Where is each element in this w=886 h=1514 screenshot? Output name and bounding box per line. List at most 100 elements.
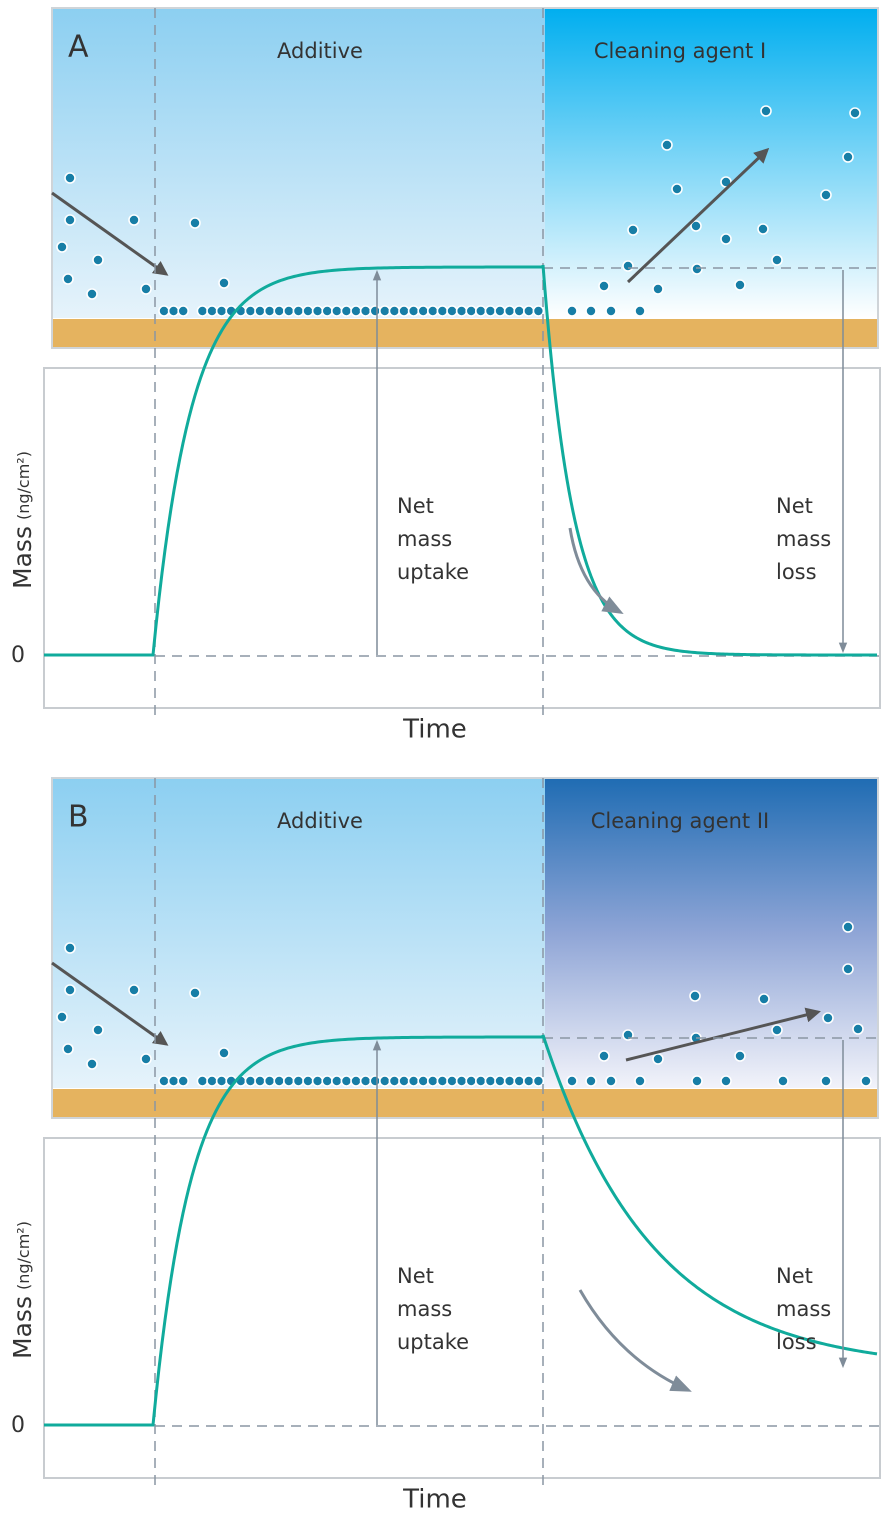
- molecule: [623, 261, 633, 271]
- molecule: [351, 1076, 361, 1086]
- molecule: [653, 284, 663, 294]
- molecule: [457, 306, 467, 316]
- molecule: [409, 306, 419, 316]
- molecule: [65, 985, 75, 995]
- molecule: [207, 1076, 217, 1086]
- molecule: [821, 1076, 831, 1086]
- molecule: [87, 289, 97, 299]
- molecule: [65, 943, 75, 953]
- molecule: [217, 1076, 227, 1086]
- y-label: Mass: [8, 1296, 37, 1359]
- molecule: [524, 306, 534, 316]
- molecule: [437, 1076, 447, 1086]
- y-unit: (ng/cm²): [14, 451, 33, 520]
- molecule: [361, 1076, 371, 1086]
- molecule: [524, 1076, 534, 1086]
- molecule: [57, 242, 67, 252]
- trend-arrow: [570, 528, 620, 612]
- molecule: [428, 1076, 438, 1086]
- molecule: [861, 1076, 871, 1086]
- zero-label: 0: [11, 643, 25, 668]
- molecule: [437, 306, 447, 316]
- phase-agent: Cleaning agent I: [594, 39, 766, 63]
- molecule: [447, 1076, 457, 1086]
- molecule: [735, 280, 745, 290]
- molecule: [274, 1076, 284, 1086]
- molecule: [759, 994, 769, 1004]
- molecule: [141, 1054, 151, 1064]
- x-axis-label: Time: [402, 1485, 467, 1514]
- molecule: [586, 1076, 596, 1086]
- phase-agent: Cleaning agent II: [591, 809, 769, 833]
- molecule: [141, 284, 151, 294]
- molecule: [853, 1024, 863, 1034]
- molecule: [606, 306, 616, 316]
- uptake-text: uptake: [397, 1330, 469, 1354]
- molecule: [418, 1076, 428, 1086]
- zero-label: 0: [11, 1413, 25, 1438]
- loss-text: mass: [776, 1297, 831, 1321]
- molecule: [178, 306, 188, 316]
- molecule: [772, 1025, 782, 1035]
- molecule: [361, 306, 371, 316]
- molecule: [332, 306, 342, 316]
- molecule: [265, 306, 275, 316]
- diagram: AAdditiveCleaning agent INetNetmassmassu…: [0, 0, 886, 1514]
- molecule: [63, 274, 73, 284]
- y-axis-label: Mass (ng/cm²): [8, 1221, 37, 1359]
- molecule: [399, 1076, 409, 1086]
- panel: BAdditiveCleaning agent IINetNetmassmass…: [8, 778, 880, 1514]
- molecule: [457, 1076, 467, 1086]
- y-axis-label: Mass (ng/cm²): [8, 451, 37, 589]
- molecule: [672, 184, 682, 194]
- molecule: [129, 985, 139, 995]
- molecule: [351, 306, 361, 316]
- molecule: [341, 1076, 351, 1086]
- molecule: [567, 306, 577, 316]
- molecule: [533, 1076, 543, 1086]
- molecule: [514, 1076, 524, 1086]
- y-unit: (ng/cm²): [14, 1221, 33, 1290]
- molecule: [190, 218, 200, 228]
- molecule: [265, 1076, 275, 1086]
- molecule: [850, 108, 860, 118]
- molecule: [284, 306, 294, 316]
- molecule: [843, 964, 853, 974]
- molecule: [821, 190, 831, 200]
- molecule: [690, 991, 700, 1001]
- molecule: [217, 306, 227, 316]
- molecule: [635, 306, 645, 316]
- molecule: [843, 152, 853, 162]
- y-label: Mass: [8, 526, 37, 589]
- molecule: [399, 306, 409, 316]
- molecule: [63, 1044, 73, 1054]
- molecule: [207, 306, 217, 316]
- molecule: [466, 1076, 476, 1086]
- loss-text: loss: [776, 560, 817, 584]
- molecule: [606, 1076, 616, 1086]
- molecule: [409, 1076, 419, 1086]
- molecule: [476, 306, 486, 316]
- molecule: [778, 1076, 788, 1086]
- molecule: [293, 306, 303, 316]
- molecule: [495, 306, 505, 316]
- molecule: [322, 1076, 332, 1086]
- molecule: [823, 1013, 833, 1023]
- trend-arrow: [580, 1290, 688, 1390]
- uptake-text: Net: [397, 494, 434, 518]
- molecule: [313, 1076, 323, 1086]
- molecule: [274, 306, 284, 316]
- uptake-text: mass: [397, 1297, 452, 1321]
- molecule: [721, 234, 731, 244]
- loss-text: loss: [776, 1330, 817, 1354]
- phase-additive: Additive: [277, 39, 363, 63]
- molecule: [505, 1076, 515, 1086]
- molecule: [129, 215, 139, 225]
- molecule: [255, 306, 265, 316]
- molecule: [87, 1059, 97, 1069]
- molecule: [843, 922, 853, 932]
- panel-label: A: [68, 30, 89, 65]
- molecule: [485, 1076, 495, 1086]
- molecule: [293, 1076, 303, 1086]
